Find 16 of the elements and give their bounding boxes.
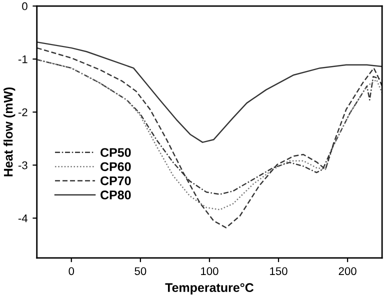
legend-label: CP70 [100,176,131,186]
x-tick-label: 200 [338,267,356,276]
x-tick-label: 0 [68,267,74,276]
legend-label: CP60 [100,162,131,172]
y-tick-label: -1 [18,55,28,64]
legend-label: CP80 [100,190,131,200]
y-tick-label: 0 [22,2,28,10]
y-tick-label: -2 [18,108,28,116]
y-tick-label: -4 [18,214,28,222]
y-axis-title: Heat flow (mW) [4,87,16,176]
x-tick-label: 100 [201,267,218,276]
x-tick-label: 50 [134,267,146,276]
x-tick-label: 150 [270,267,288,276]
y-tick-label: -3 [18,161,28,170]
legend-label: CP50 [100,148,131,157]
x-axis-title: Temperature°C [165,283,254,294]
